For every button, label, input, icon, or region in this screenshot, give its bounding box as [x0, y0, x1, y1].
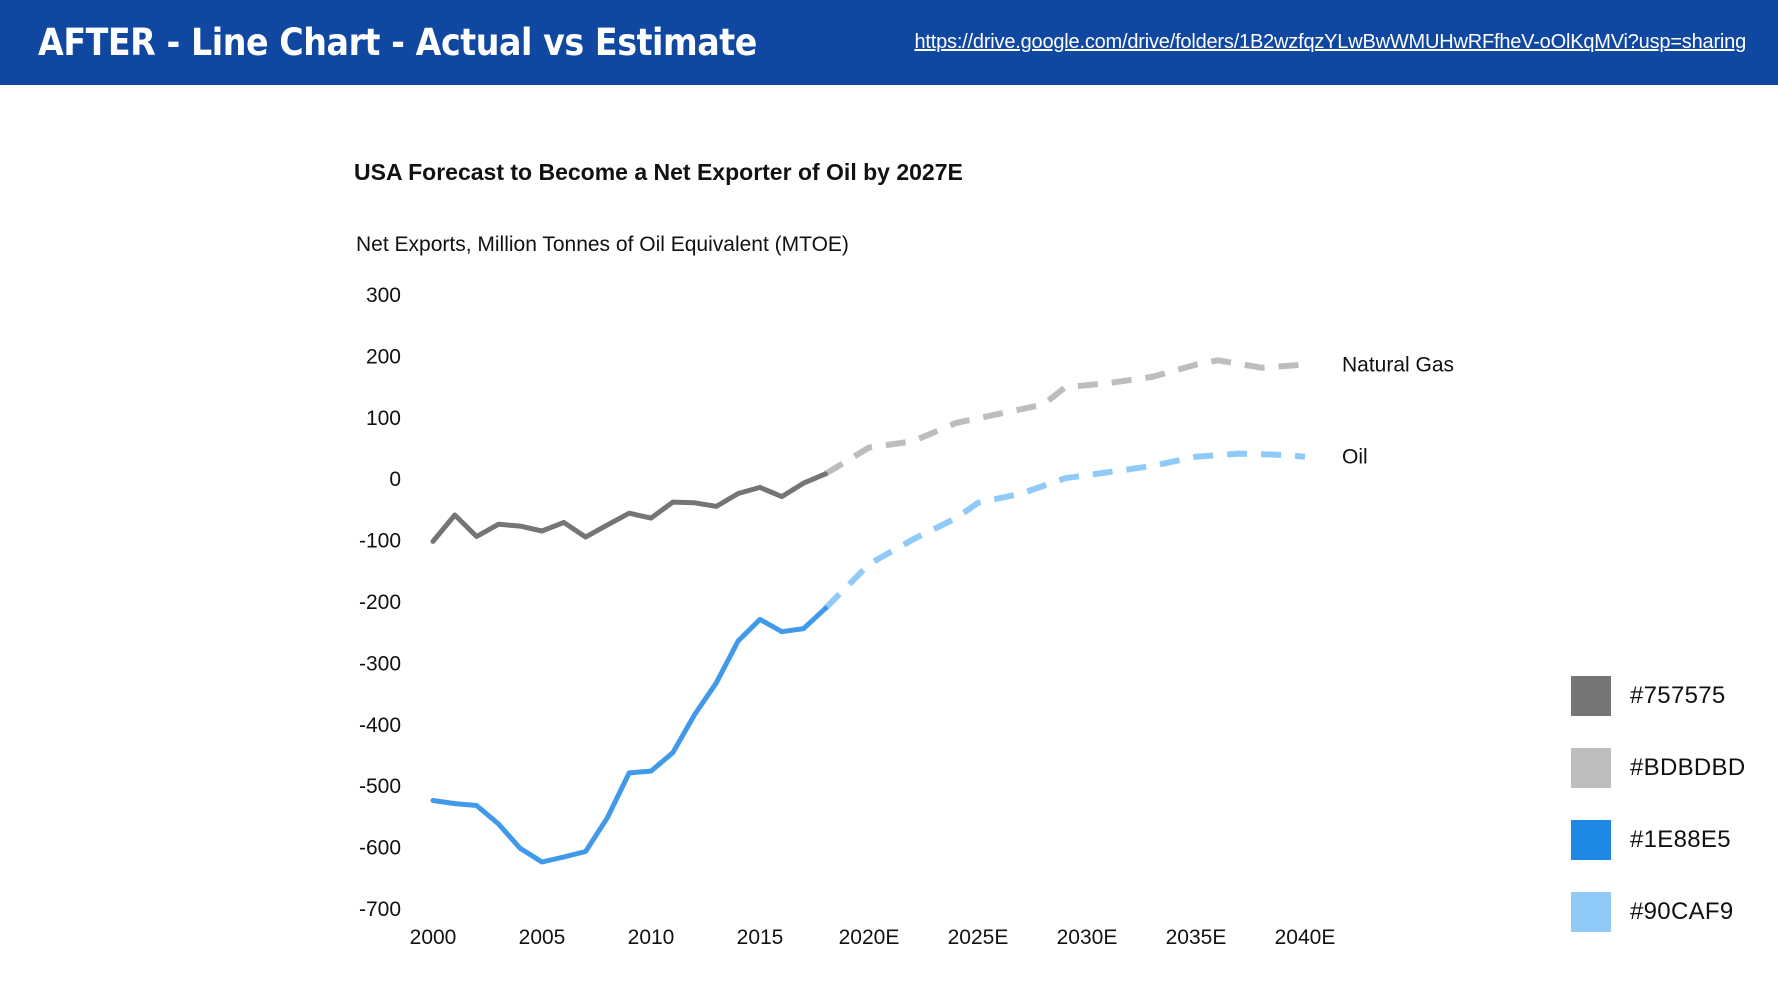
drive-folder-link[interactable]: https://drive.google.com/drive/folders/1…	[914, 31, 1746, 53]
color-palette-legend: #757575 #BDBDBD #1E88E5 #90CAF9	[1571, 676, 1745, 964]
series-labels: Natural Gas Oil	[1342, 354, 1454, 469]
oil-estimate-line	[823, 450, 1306, 611]
y-tick-label: 100	[366, 407, 401, 430]
natural-gas-actual-line	[430, 471, 828, 544]
x-tick-label: 2020E	[839, 926, 900, 949]
chart-title: USA Forecast to Become a Net Exporter of…	[354, 159, 963, 185]
x-axis: 2000 2005 2010 2015 2020E 2025E 2030E 2035E 2040…	[410, 926, 1336, 949]
y-tick-label: -400	[359, 714, 401, 737]
palette-item: #757575	[1571, 676, 1745, 716]
natural-gas-estimate-line	[823, 357, 1306, 477]
x-tick-label: 2015	[737, 926, 784, 949]
color-swatch	[1571, 820, 1611, 860]
y-tick-label: 300	[366, 284, 401, 307]
x-tick-label: 2025E	[948, 926, 1009, 949]
oil-series-label: Oil	[1342, 446, 1368, 469]
palette-item: #90CAF9	[1571, 892, 1745, 932]
series-lines	[430, 357, 1306, 865]
y-tick-label: 0	[389, 468, 401, 491]
x-tick-label: 2040E	[1275, 926, 1336, 949]
y-tick-label: 200	[366, 345, 401, 368]
x-tick-label: 2005	[519, 926, 566, 949]
color-hex-label: #757575	[1630, 682, 1726, 709]
y-tick-label: -500	[359, 775, 401, 798]
natural-gas-series-label: Natural Gas	[1342, 354, 1454, 377]
y-axis-label: Net Exports, Million Tonnes of Oil Equiv…	[356, 233, 849, 256]
palette-item: #1E88E5	[1571, 820, 1745, 860]
color-swatch	[1571, 892, 1611, 932]
y-tick-label: -700	[359, 898, 401, 921]
color-swatch	[1571, 748, 1611, 788]
color-hex-label: #90CAF9	[1630, 898, 1734, 925]
color-hex-label: #1E88E5	[1630, 826, 1731, 853]
y-tick-label: -100	[359, 530, 401, 553]
header-bar: AFTER - Line Chart - Actual vs Estimate …	[0, 0, 1778, 85]
palette-item: #BDBDBD	[1571, 748, 1745, 788]
y-axis: 300 200 100 0 -100 -200 -300 -400 -500 -600 -700	[359, 284, 401, 921]
x-tick-label: 2000	[410, 926, 457, 949]
color-swatch	[1571, 676, 1611, 716]
x-tick-label: 2035E	[1166, 926, 1227, 949]
y-tick-label: -600	[359, 837, 401, 860]
color-hex-label: #BDBDBD	[1630, 754, 1746, 781]
y-tick-label: -200	[359, 591, 401, 614]
x-tick-label: 2010	[628, 926, 675, 949]
page-title: AFTER - Line Chart - Actual vs Estimate	[38, 21, 757, 64]
oil-actual-line	[430, 605, 828, 865]
y-tick-label: -300	[359, 652, 401, 675]
x-tick-label: 2030E	[1057, 926, 1118, 949]
